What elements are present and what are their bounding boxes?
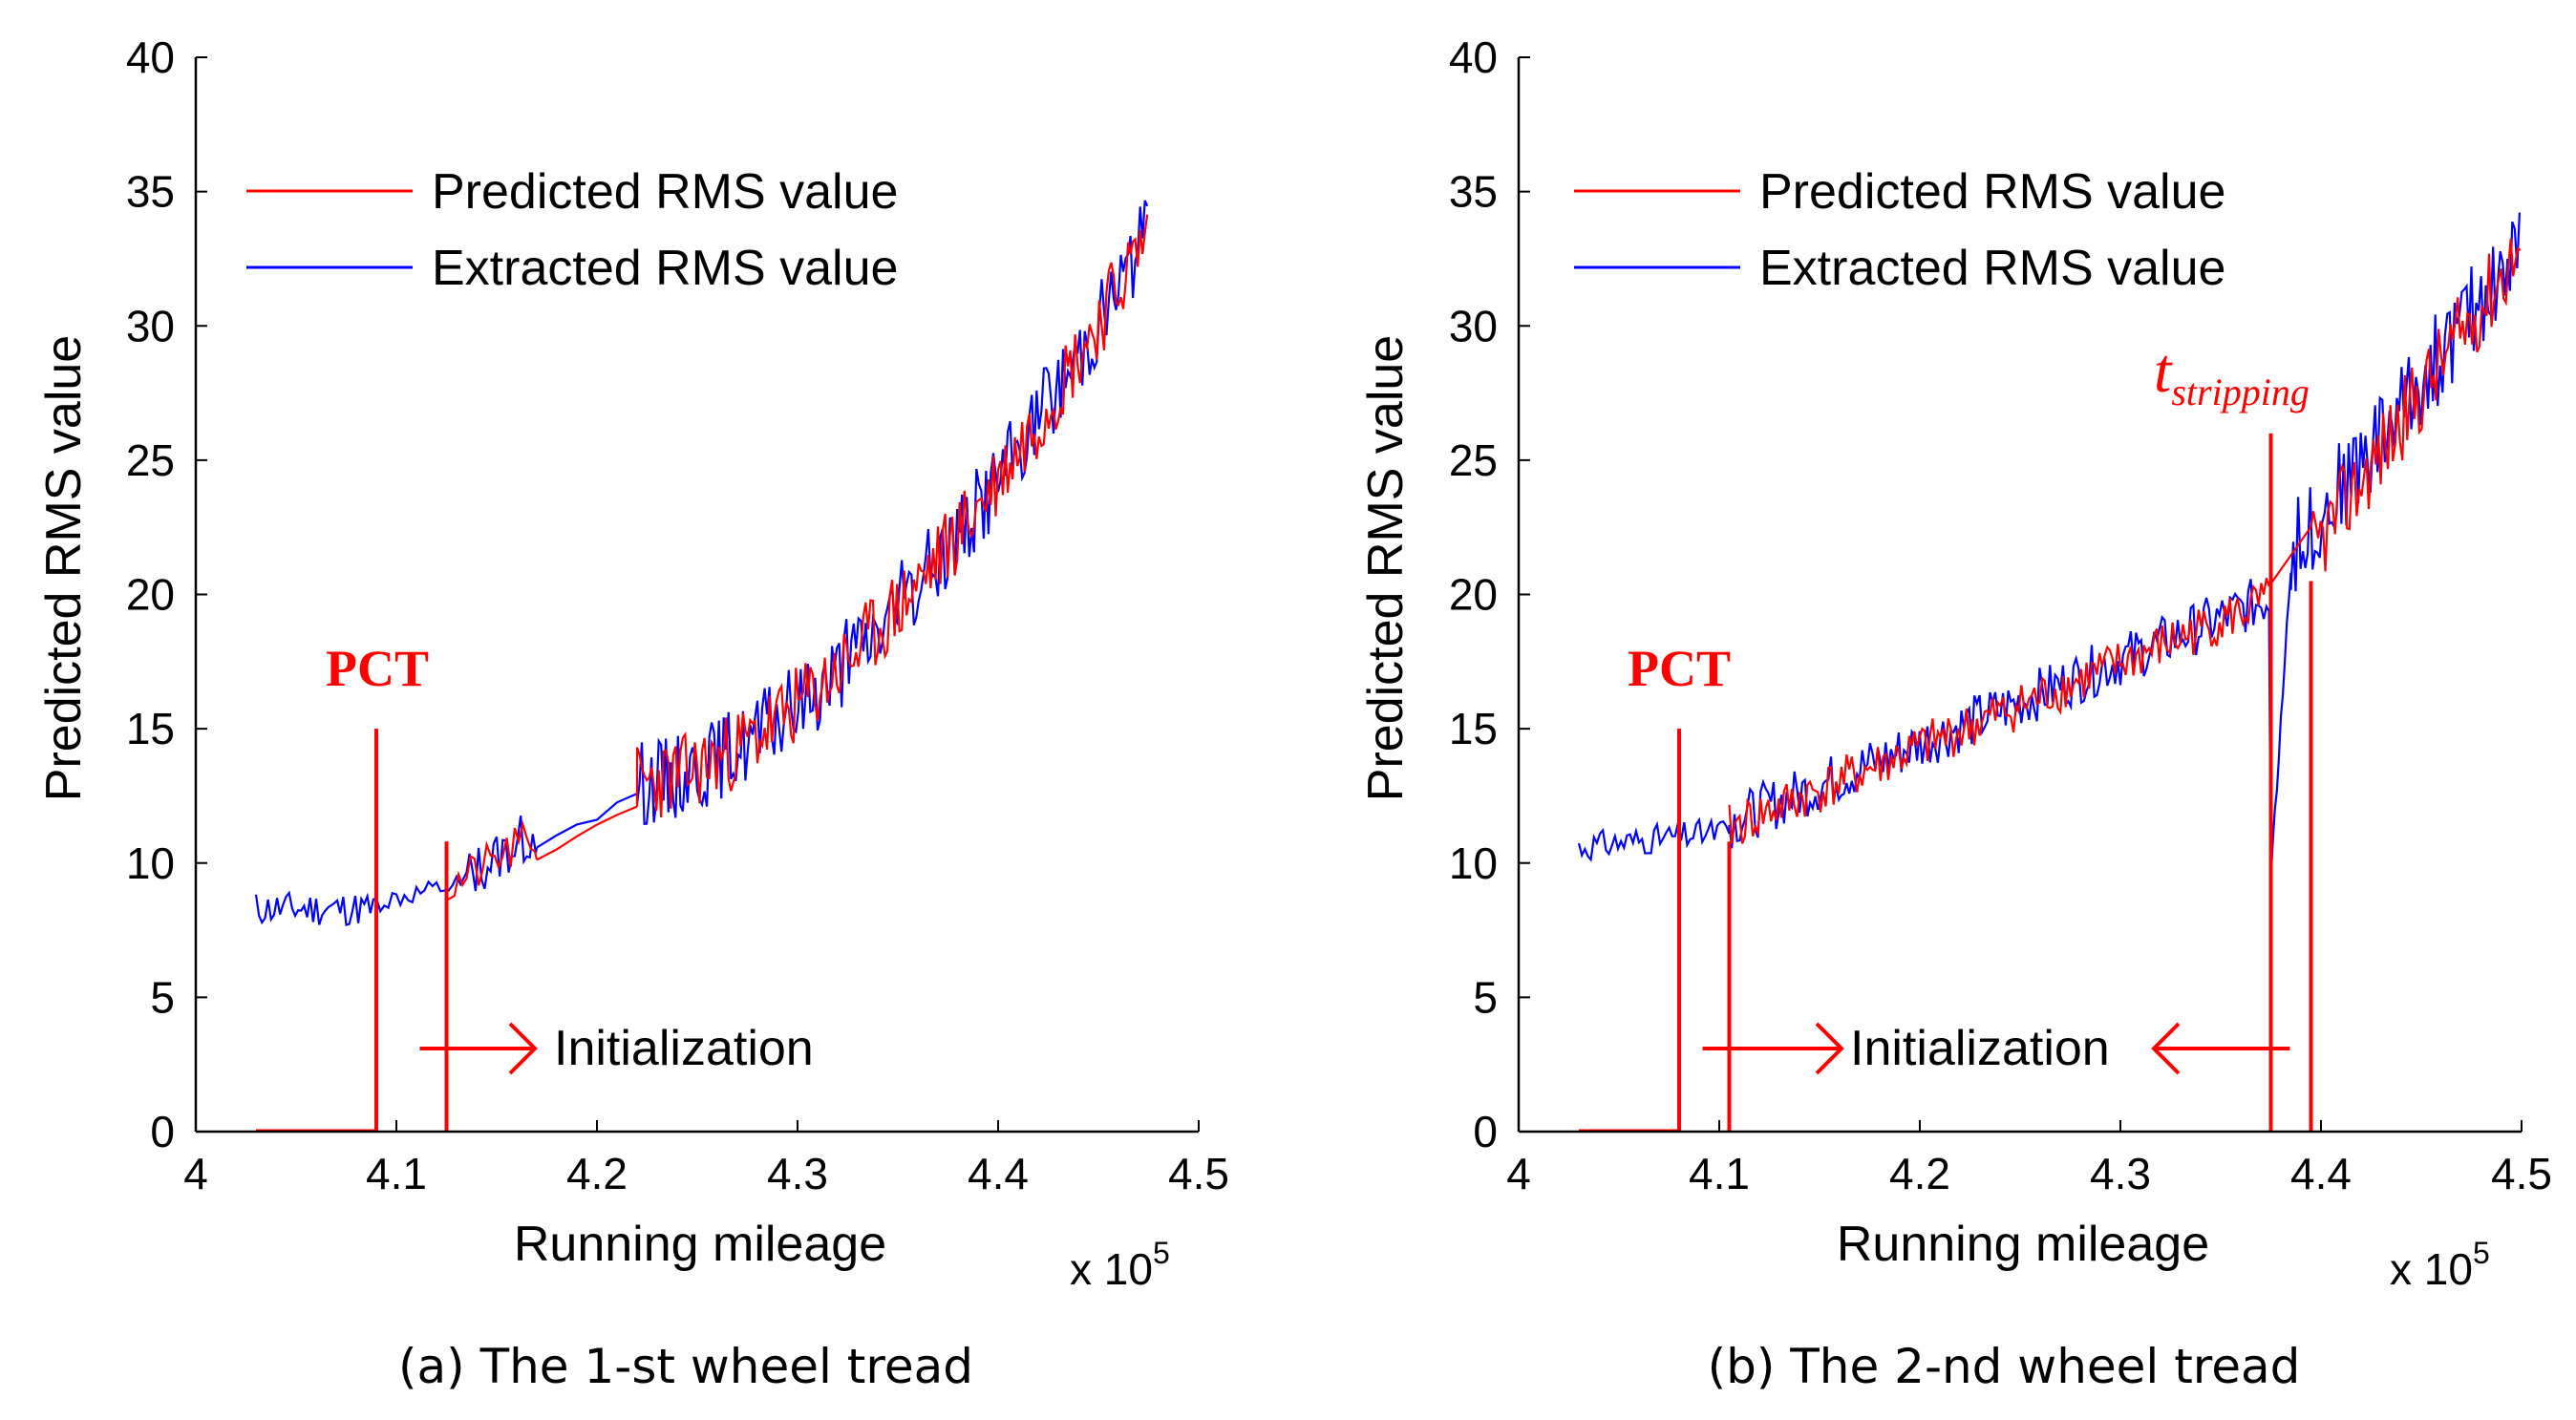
panel-b-initialization-label: Initialization	[1850, 1021, 2110, 1076]
panel-b: 4 4.1 4.2 4.3 4.4 4.5 0 5 10 15 20 25 30 35 40 Running…	[1358, 32, 2552, 1394]
panel-a: 4 4.1 4.2 4.3 4.4 4.5 0 5 10 15 20 25 30 35 40 Running…	[36, 32, 1229, 1394]
init-arrow-head	[1815, 1022, 1844, 1075]
x-tick-label: 4.1	[366, 1149, 427, 1198]
y-tick-label: 5	[150, 972, 175, 1022]
panel-a-legend: Predicted RMS value Extracted RMS value	[246, 164, 898, 296]
panel-a-caption: (a) The 1-st wheel tread	[398, 1339, 973, 1394]
init-arrow-head	[508, 1022, 538, 1075]
reinit-arrow-head	[2151, 1022, 2181, 1075]
x-tick-label: 4.5	[2491, 1149, 2552, 1198]
panel-b-legend: Predicted RMS value Extracted RMS value	[1574, 164, 2225, 296]
y-tick-label: 10	[126, 838, 175, 888]
panel-b-pct-label: PCT	[1628, 640, 1731, 697]
panel-b-x-multiplier-exp: 5	[2473, 1236, 2490, 1270]
extracted-series-line	[2269, 572, 2292, 880]
y-tick-label: 25	[1449, 435, 1498, 485]
panel-a-pct-label: PCT	[326, 640, 429, 697]
extracted-series-line	[1577, 816, 1731, 862]
y-tick-label: 20	[126, 570, 175, 620]
x-tick-label: 4.2	[566, 1149, 628, 1198]
x-tick-label: 4.4	[2290, 1149, 2352, 1198]
y-tick-label: 30	[126, 301, 175, 350]
panel-a-initialization-label: Initialization	[554, 1021, 814, 1076]
panel-b-y-label: Predicted RMS value	[1358, 335, 1414, 801]
extracted-series-line-connector	[463, 871, 468, 878]
panel-a-x-multiplier: x 105	[1070, 1236, 1170, 1294]
y-tick-label: 0	[1473, 1107, 1498, 1156]
extracted-series-line	[374, 874, 466, 914]
legend-extracted-label: Extracted RMS value	[1759, 241, 2225, 296]
y-tick-label: 30	[1449, 301, 1498, 350]
panel-a-x-multiplier-exp: 5	[1153, 1236, 1170, 1270]
y-tick-label: 15	[1449, 704, 1498, 753]
x-tick-label: 4.3	[767, 1149, 828, 1198]
x-tick-label: 4.5	[1168, 1149, 1229, 1198]
predicted-series-line-connector	[533, 851, 539, 860]
predicted-series-line	[2310, 238, 2522, 572]
panel-a-axes: 4 4.1 4.2 4.3 4.4 4.5 0 5 10 15 20 25 30 35 40	[126, 32, 1229, 1198]
y-tick-label: 40	[126, 32, 175, 82]
y-tick-label: 15	[126, 704, 175, 753]
y-tick-label: 5	[1473, 972, 1498, 1022]
y-tick-label: 40	[1449, 32, 1498, 82]
panel-a-x-label: Running mileage	[514, 1217, 886, 1272]
predicted-series-line	[635, 214, 1149, 818]
panel-a-markers	[374, 729, 538, 1132]
x-tick-label: 4.4	[968, 1149, 1029, 1198]
predicted-series-line	[1728, 577, 2270, 844]
tstripping-t: t	[2154, 336, 2173, 406]
legend-extracted-label: Extracted RMS value	[432, 241, 898, 296]
extracted-series-line	[254, 890, 377, 926]
legend-predicted-label: Predicted RMS value	[432, 164, 898, 220]
x-tick-label: 4	[1506, 1149, 1531, 1198]
extracted-series-line	[1728, 579, 2270, 849]
panel-b-axes: 4 4.1 4.2 4.3 4.4 4.5 0 5 10 15 20 25 30 35 40	[1449, 32, 2552, 1198]
panel-b-markers	[1677, 433, 2313, 1132]
panel-b-x-multiplier: x 105	[2390, 1236, 2490, 1294]
legend-predicted-label: Predicted RMS value	[1759, 164, 2225, 220]
x-tick-label: 4.3	[2090, 1149, 2151, 1198]
y-tick-label: 10	[1449, 838, 1498, 888]
panel-a-y-label: Predicted RMS value	[36, 335, 92, 801]
panel-b-tstripping-label: tstripping	[2154, 336, 2310, 413]
predicted-series-line	[536, 805, 638, 861]
y-tick-label: 20	[1449, 570, 1498, 620]
x-tick-label: 4.2	[1889, 1149, 1950, 1198]
x-tick-label: 4.1	[1689, 1149, 1750, 1198]
panel-b-caption: (b) The 2-nd wheel tread	[1708, 1339, 2301, 1394]
tstripping-subscript: stripping	[2171, 371, 2309, 413]
y-tick-label: 25	[126, 435, 175, 485]
panel-b-x-label: Running mileage	[1837, 1217, 2209, 1272]
y-tick-label: 35	[126, 167, 175, 217]
predicted-series-line-connector	[2267, 526, 2312, 587]
extracted-series-line	[536, 793, 638, 849]
y-tick-label: 35	[1449, 167, 1498, 217]
predicted-series-line	[446, 819, 536, 901]
x-tick-label: 4	[183, 1149, 208, 1198]
y-tick-label: 0	[150, 1107, 175, 1156]
